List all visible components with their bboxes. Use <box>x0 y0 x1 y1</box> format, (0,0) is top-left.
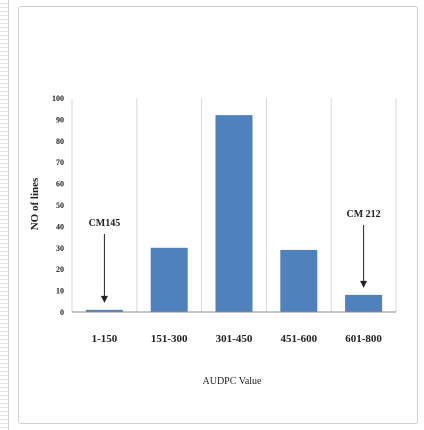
y-tick-label: 20 <box>56 265 64 274</box>
x-tick-label: 601-800 <box>345 333 382 345</box>
y-tick-label: 80 <box>56 137 64 146</box>
y-tick-label: 50 <box>56 201 64 210</box>
y-tick-label: 90 <box>56 115 64 124</box>
chart-frame <box>18 6 418 424</box>
x-tick-label: 151-300 <box>151 333 188 345</box>
annotation-label: CM 212 <box>347 209 381 220</box>
neighbor-panel-edge <box>0 0 9 430</box>
x-axis-title: AUDPC Value <box>203 376 263 387</box>
bar <box>345 294 383 312</box>
y-tick-label: 10 <box>56 287 64 296</box>
y-tick-label: 40 <box>56 222 64 231</box>
bar <box>215 115 253 313</box>
x-tick-label: 301-450 <box>216 333 253 345</box>
y-tick-label: 0 <box>60 308 64 317</box>
y-tick-label: 30 <box>56 244 64 253</box>
x-ticks: 1-150 151-300 301-450 451-600 601-800 <box>92 333 383 345</box>
y-axis-title: NO of lines <box>29 177 41 230</box>
annotation-arrowhead <box>100 295 108 303</box>
bar <box>85 309 123 312</box>
annotation-arrowhead <box>360 280 368 288</box>
annotations: CM145 CM 212 <box>89 209 381 303</box>
bar <box>150 247 188 312</box>
y-tick-label: 70 <box>56 158 64 167</box>
bar <box>280 249 318 312</box>
y-ticks: 0 10 20 30 40 50 60 70 80 90 100 <box>52 94 64 317</box>
x-tick-label: 451-600 <box>280 333 317 345</box>
bars <box>85 115 383 313</box>
annotation-label: CM145 <box>89 218 121 229</box>
y-tick-label: 100 <box>52 94 64 103</box>
grid-lines <box>71 98 397 312</box>
y-tick-label: 60 <box>56 180 64 189</box>
x-tick-label: 1-150 <box>92 333 118 345</box>
